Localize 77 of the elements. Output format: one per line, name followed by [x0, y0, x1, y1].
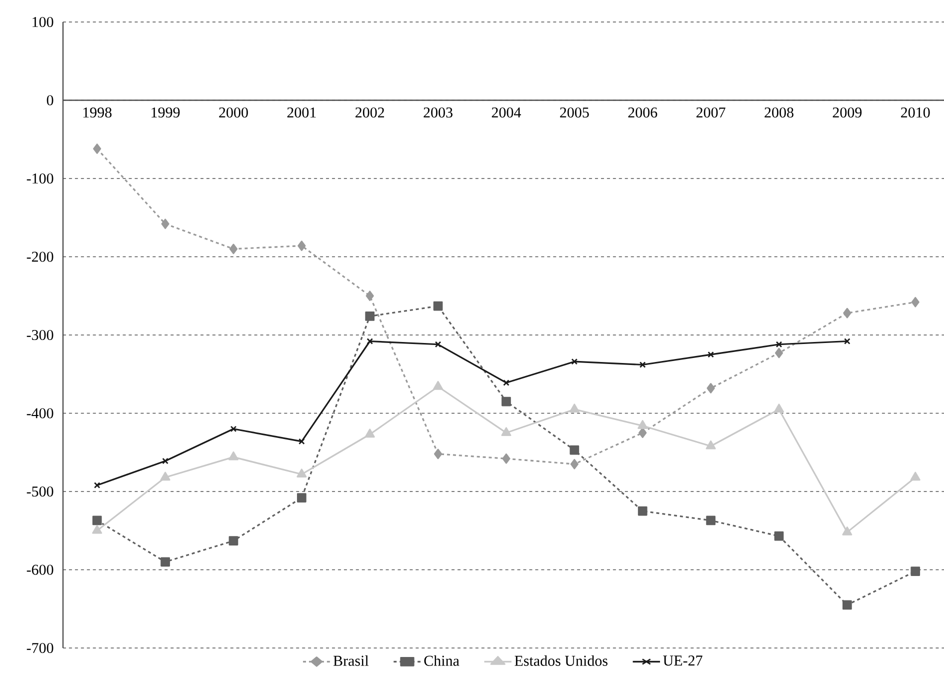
point [910, 566, 920, 576]
point [296, 468, 307, 478]
point [638, 506, 648, 516]
y-tick-label: -600 [26, 564, 54, 575]
x-tick-label: 2005 [560, 107, 589, 118]
point [433, 380, 444, 390]
point [570, 445, 580, 455]
point [160, 472, 170, 481]
y-tick-label: 0 [46, 95, 54, 106]
point [364, 428, 375, 438]
point [706, 440, 716, 450]
point [501, 427, 512, 436]
x-tick-label: 2010 [901, 107, 930, 118]
point [92, 524, 102, 534]
y-tick-label: -300 [26, 330, 54, 340]
point [639, 362, 646, 368]
point [842, 526, 852, 536]
point [502, 453, 510, 464]
point [434, 448, 442, 460]
point [843, 308, 852, 318]
point [776, 341, 782, 348]
point [503, 380, 510, 386]
legend-label: Brasil [333, 655, 369, 666]
point [296, 493, 306, 502]
point [706, 516, 716, 526]
point [842, 600, 852, 610]
x-tick-label: 2007 [696, 107, 726, 118]
point [638, 428, 647, 438]
y-tick-label: -100 [26, 173, 54, 184]
point [433, 301, 443, 311]
point [366, 290, 374, 302]
y-tick-label: -400 [26, 408, 54, 418]
legend-label: Estados Unidos [514, 655, 608, 666]
point [365, 312, 375, 321]
legend-label: UE-27 [663, 656, 702, 666]
point [92, 516, 102, 526]
x-tick-label: 1999 [152, 107, 180, 118]
point [434, 341, 442, 348]
point [911, 296, 920, 308]
point [366, 338, 374, 344]
point [228, 451, 238, 460]
point [571, 358, 578, 365]
y-tick-label: 100 [32, 16, 54, 28]
point [910, 472, 920, 481]
point [708, 351, 714, 358]
point [638, 420, 648, 429]
x-tick-label: 2000 [219, 107, 248, 118]
point [162, 458, 168, 464]
x-tick-label: 2009 [832, 107, 862, 118]
point [844, 338, 850, 344]
point [706, 383, 715, 394]
x-tick-label: 2008 [764, 107, 794, 118]
y-tick-label: -500 [26, 486, 54, 497]
x-tick-label: 2002 [356, 107, 384, 118]
point [230, 426, 237, 432]
point [298, 438, 305, 445]
x-tick-label: 2003 [424, 107, 452, 118]
x-tick-label: 2004 [492, 107, 521, 118]
point [774, 404, 784, 413]
point [228, 536, 238, 546]
point [774, 531, 784, 541]
point [774, 348, 784, 358]
x-tick-label: 2006 [628, 107, 658, 118]
point [93, 144, 102, 154]
point [160, 557, 170, 567]
point [161, 218, 170, 230]
point [502, 396, 511, 406]
x-tick-label: 1998 [83, 107, 112, 118]
point [229, 244, 238, 254]
legend-label: China [424, 655, 460, 666]
point [569, 404, 580, 413]
y-tick-label: -700 [26, 642, 54, 654]
point [94, 482, 100, 488]
y-tick-label: -200 [26, 252, 54, 262]
x-tick-label: 2001 [287, 107, 316, 118]
point [298, 240, 306, 251]
point [570, 458, 578, 470]
